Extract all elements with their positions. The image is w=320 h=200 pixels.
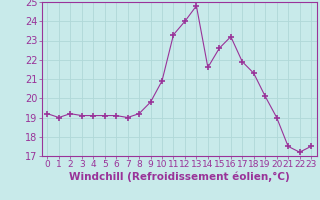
X-axis label: Windchill (Refroidissement éolien,°C): Windchill (Refroidissement éolien,°C) [69, 172, 290, 182]
